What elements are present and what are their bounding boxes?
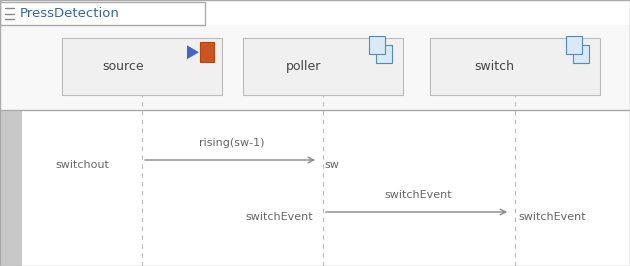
Text: rising(sw-1): rising(sw-1)	[199, 138, 265, 148]
Text: switchEvent: switchEvent	[245, 212, 312, 222]
FancyBboxPatch shape	[566, 36, 582, 54]
FancyBboxPatch shape	[573, 45, 589, 63]
Text: PressDetection: PressDetection	[20, 7, 120, 20]
Text: switchout: switchout	[55, 160, 109, 170]
FancyBboxPatch shape	[0, 2, 205, 25]
Text: switchEvent: switchEvent	[384, 190, 452, 200]
Text: switchEvent: switchEvent	[518, 212, 586, 222]
FancyBboxPatch shape	[376, 45, 392, 63]
FancyBboxPatch shape	[243, 38, 403, 95]
FancyBboxPatch shape	[369, 36, 385, 54]
Polygon shape	[187, 45, 199, 59]
Text: poller: poller	[286, 60, 321, 73]
FancyBboxPatch shape	[0, 110, 22, 266]
FancyBboxPatch shape	[62, 38, 222, 95]
Text: source: source	[102, 60, 144, 73]
FancyBboxPatch shape	[0, 25, 630, 110]
Text: sw: sw	[324, 160, 339, 170]
Text: switch: switch	[474, 60, 515, 73]
FancyBboxPatch shape	[430, 38, 600, 95]
FancyBboxPatch shape	[200, 42, 214, 62]
